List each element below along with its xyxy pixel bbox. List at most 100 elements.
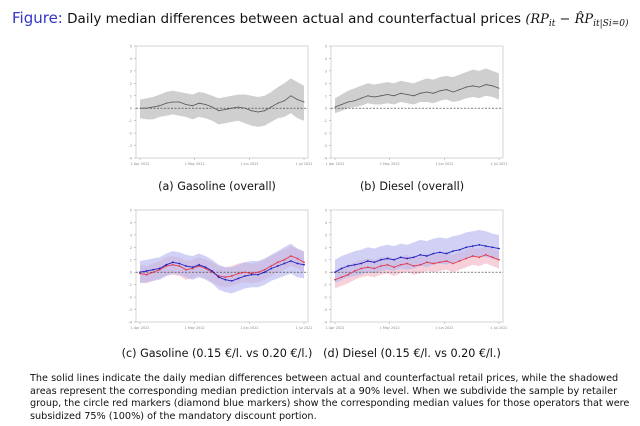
data-point [498, 87, 500, 89]
data-point-blue-diamond [289, 259, 292, 263]
data-point [419, 92, 421, 94]
data-point [198, 102, 200, 104]
data-point-blue-diamond [465, 246, 468, 249]
data-point-blue-diamond [296, 262, 299, 265]
x-tick-label: 1 Jul 2022 [295, 162, 312, 166]
data-point [244, 107, 246, 109]
data-point-red-circle [296, 257, 299, 260]
y-tick-label: 5 [130, 209, 132, 213]
data-point-red-circle [198, 265, 200, 267]
y-tick-label: -2 [129, 132, 133, 136]
data-point [303, 101, 305, 103]
x-tick-label: 1 Jul 2022 [295, 326, 312, 330]
series-line-0 [334, 84, 500, 108]
data-point-blue-diamond [497, 247, 501, 250]
plot-frame [135, 45, 309, 159]
figure-title: Figure: Daily median differences between… [12, 6, 636, 30]
data-point-red-circle [412, 265, 415, 267]
data-point [446, 89, 448, 91]
y-tick-label: -2 [129, 296, 133, 300]
x-tick-label: 1 Jul 2022 [490, 162, 507, 166]
y-tick-label: 4 [130, 221, 133, 225]
y-tick-label: -3 [129, 144, 133, 148]
data-point-red-circle [303, 261, 305, 264]
y-tick-label: -1 [324, 283, 328, 287]
data-point-blue-diamond [340, 267, 343, 270]
data-point [465, 86, 467, 88]
data-point-red-circle [386, 263, 389, 266]
data-point-red-circle [289, 255, 292, 257]
data-point-red-circle [139, 272, 141, 275]
data-point-red-circle [406, 262, 409, 265]
data-point [485, 84, 487, 86]
data-point [354, 100, 356, 102]
data-point [146, 107, 148, 109]
y-tick-label: 0 [325, 271, 327, 275]
y-tick-label: -3 [129, 308, 133, 312]
y-tick-label: 2 [325, 246, 327, 250]
y-tick-label: 0 [130, 107, 132, 111]
chart-svg-gasoline-split: -4 -3 -2 -1 0 1 2 3 4 5 1 Apr 2022 1 May 2022 1 Jun … [129, 209, 313, 331]
data-point-blue-diamond [204, 266, 207, 269]
data-point-red-circle [244, 271, 246, 274]
data-point-blue-diamond [152, 268, 155, 271]
data-point [491, 85, 493, 87]
x-tick-label: 1 May 2022 [380, 326, 400, 330]
data-point-red-circle [257, 271, 259, 274]
data-point [478, 86, 480, 88]
data-point-red-circle [270, 265, 273, 267]
data-point-blue-diamond [178, 262, 181, 265]
data-point-blue-diamond [347, 264, 350, 268]
data-point [251, 110, 253, 112]
data-point [191, 105, 193, 107]
x-tick-label: 1 May 2022 [380, 162, 400, 166]
data-point-blue-diamond [360, 262, 363, 265]
y-tick-label: -2 [324, 296, 328, 300]
prediction-band-1 [335, 229, 499, 284]
data-point-red-circle [224, 276, 227, 279]
figure-formula: (RPit − R̂Pit|Si=0) [525, 12, 629, 29]
y-tick-label: 1 [325, 258, 327, 262]
data-point-red-circle [458, 260, 461, 262]
x-tick-label: 1 Apr 2022 [131, 326, 150, 330]
data-point-red-circle [380, 265, 382, 267]
data-point [277, 102, 279, 104]
x-tick-label: 1 Jun 2022 [240, 326, 258, 330]
data-point-red-circle [484, 253, 487, 256]
data-point-red-circle [204, 267, 207, 270]
data-point-red-circle [439, 261, 441, 264]
x-tick-label: 1 May 2022 [185, 162, 205, 166]
data-point-red-circle [498, 258, 500, 261]
y-tick-label: 2 [130, 82, 132, 86]
y-tick-label: -4 [129, 321, 133, 325]
chart-svg-diesel-split: -4 -3 -2 -1 0 1 2 3 4 5 1 Apr 2022 1 May 2022 1 Jun … [324, 209, 508, 331]
data-point-red-circle [340, 276, 343, 279]
series-line-0 [139, 255, 305, 278]
data-point-red-circle [432, 262, 435, 265]
series-line-1 [139, 260, 305, 282]
data-point-red-circle [393, 266, 395, 269]
x-tick-label: 1 Apr 2022 [131, 162, 150, 166]
prediction-band-1 [140, 243, 304, 294]
prediction-band-0 [335, 68, 499, 114]
data-point-blue-diamond [458, 248, 461, 251]
y-tick-label: 5 [130, 45, 132, 49]
data-point-red-circle [152, 271, 155, 274]
prediction-band-0 [140, 78, 304, 127]
data-point [452, 91, 454, 93]
data-point-blue-diamond [237, 277, 240, 280]
data-point-red-circle [471, 255, 474, 257]
data-point [373, 96, 375, 98]
x-tick-label: 1 Jul 2022 [490, 326, 507, 330]
y-tick-label: 3 [130, 233, 132, 237]
data-point [439, 90, 441, 92]
y-tick-label: 3 [325, 233, 327, 237]
data-point [296, 99, 298, 101]
data-point-red-circle [347, 273, 350, 276]
data-point [159, 105, 161, 107]
data-point [218, 110, 220, 112]
x-tick-label: 1 Jun 2022 [435, 162, 453, 166]
y-tick-label: 5 [325, 45, 327, 49]
data-point-red-circle [452, 262, 454, 265]
y-tick-label: 3 [325, 69, 327, 73]
